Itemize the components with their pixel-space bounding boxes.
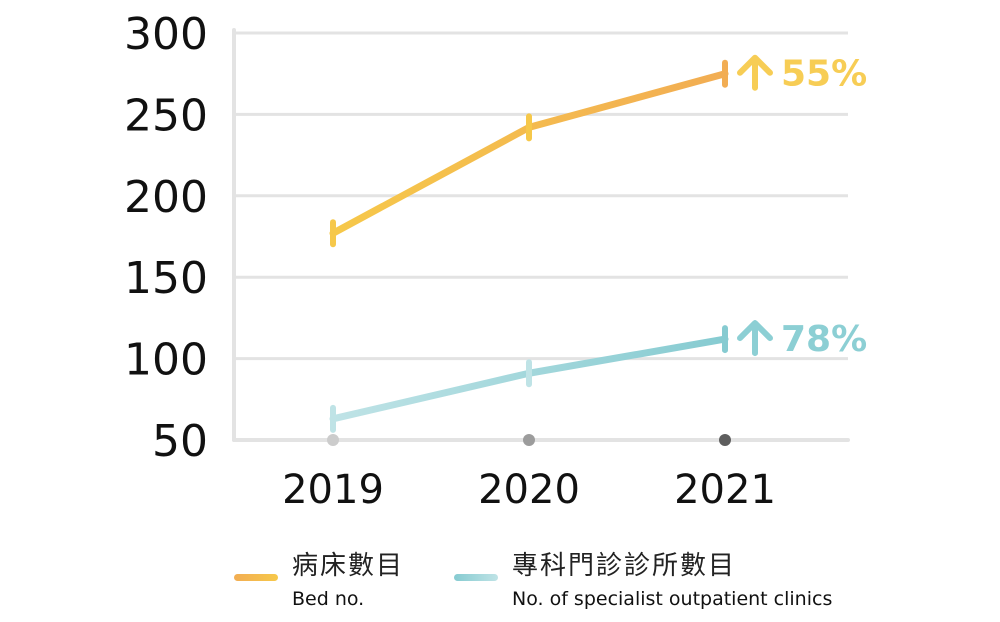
up-arrow-icon xyxy=(737,54,773,91)
y-tick-label-50: 50 xyxy=(152,416,208,467)
x-marker-2019 xyxy=(327,434,339,446)
y-tick-label-150: 150 xyxy=(124,253,208,304)
x-tick-label-2020: 2020 xyxy=(478,467,580,513)
x-marker-2020 xyxy=(523,434,535,446)
y-tick-label-200: 200 xyxy=(124,172,208,223)
legend-label-en: No. of specialist outpatient clinics xyxy=(512,588,833,610)
legend-swatch-clinics xyxy=(454,574,498,581)
y-tick-label-250: 250 xyxy=(124,90,208,141)
y-tick-label-300: 300 xyxy=(124,9,208,60)
change-label-1: 78% xyxy=(781,319,867,360)
x-marker-2021 xyxy=(719,434,731,446)
x-tick-label-2019: 2019 xyxy=(282,467,384,513)
change-label-0: 55% xyxy=(781,54,867,95)
series-line-0 xyxy=(329,70,729,237)
x-tick-label-2021: 2021 xyxy=(674,467,776,513)
up-arrow-icon xyxy=(737,320,773,357)
legend-swatch-bed xyxy=(234,574,278,581)
legend-label-zh: 專科門診診所數目 xyxy=(512,551,737,581)
legend-label-zh: 病床數目 xyxy=(292,551,405,581)
legend-item-clinics: 專科門診診所數目 No. of specialist outpatient cl… xyxy=(454,548,832,610)
legend-label-en: Bed no. xyxy=(292,588,365,610)
legend-item-bed: 病床數目 Bed no. xyxy=(234,548,404,610)
y-tick-label-100: 100 xyxy=(124,335,208,386)
